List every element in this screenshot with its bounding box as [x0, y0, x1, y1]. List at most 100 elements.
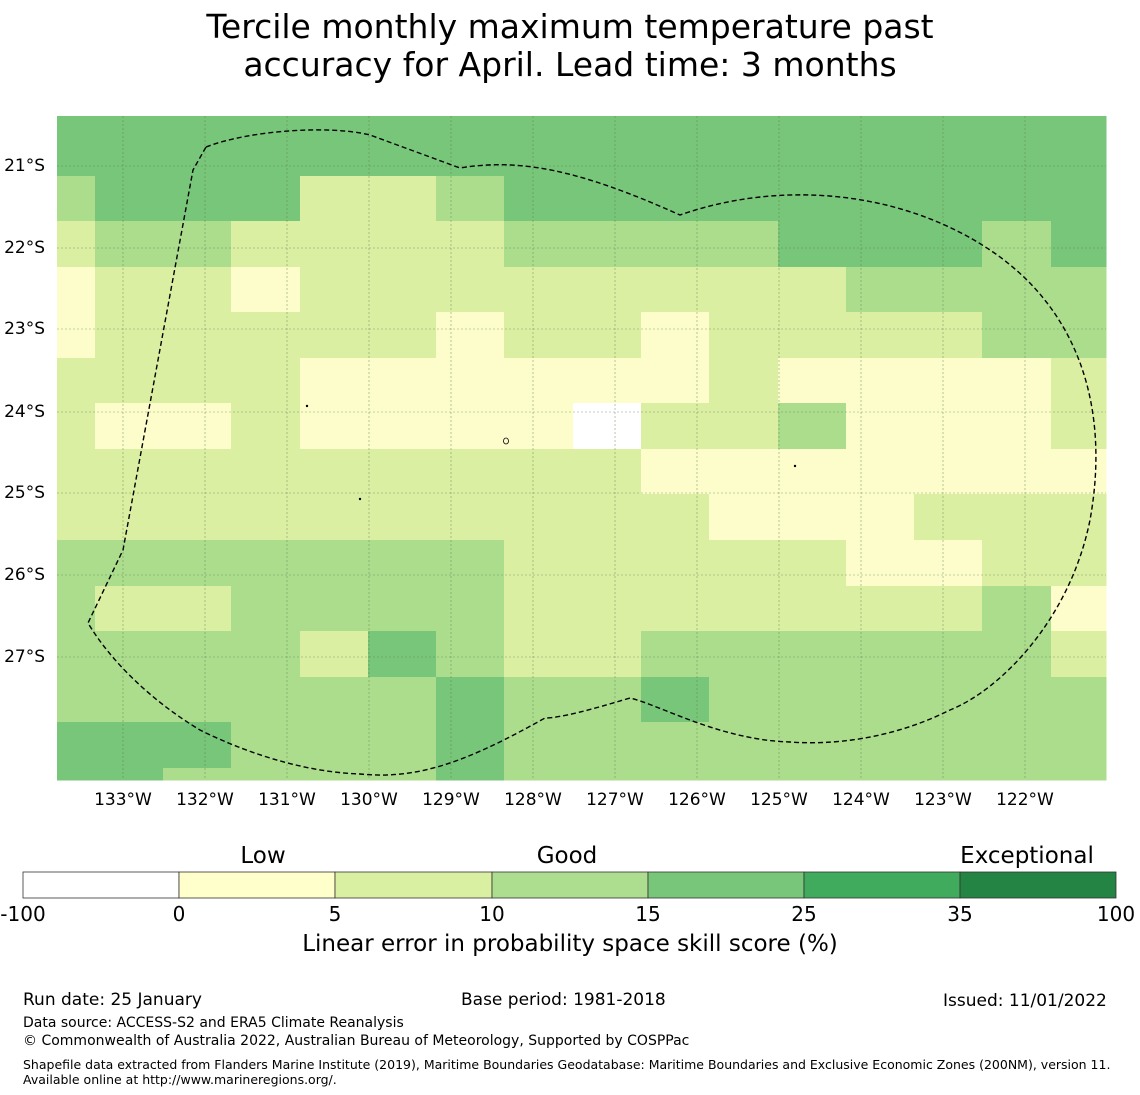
grid-cell: [846, 312, 915, 359]
lat-label: 26°S: [4, 565, 45, 585]
grid-cell: [95, 722, 164, 769]
grid-cell: [846, 267, 915, 313]
grid-cell: [914, 631, 983, 678]
grid-cell: [163, 631, 232, 678]
grid-cell: [57, 267, 96, 313]
title-line-1: Tercile monthly maximum temperature past: [206, 7, 934, 46]
issued-date: Issued: 11/01/2022: [943, 991, 1107, 1011]
grid-cell: [300, 312, 369, 359]
grid-cell: [982, 540, 1052, 587]
grid-cell: [504, 494, 574, 541]
colorbar-tick: 35: [947, 902, 972, 926]
latitude-labels: 21°S 22°S 23°S 24°S 25°S 26°S 27°S: [4, 156, 45, 667]
grid-cell: [1051, 312, 1107, 359]
grid-cell: [1051, 586, 1107, 632]
grid-cell: [778, 494, 847, 541]
grid-cell: [231, 768, 301, 781]
grid-cell: [573, 116, 642, 177]
grid-cell: [846, 449, 915, 495]
colorbar-tick: 5: [329, 902, 342, 926]
lon-label: 127°W: [586, 790, 644, 810]
grid-cell: [573, 722, 642, 769]
grid-cell: [846, 722, 915, 769]
category-label-good: Good: [536, 843, 598, 869]
grid-cell: [641, 176, 710, 222]
grid-cell: [573, 267, 642, 313]
grid-cell: [573, 586, 642, 632]
grid-cell: [231, 221, 301, 268]
grid-cell: [163, 722, 232, 769]
grid-cell: [846, 358, 915, 404]
lat-label: 21°S: [4, 156, 45, 176]
grid-cell: [368, 540, 437, 587]
shapefile-credit: Shapefile data extracted from Flanders M…: [23, 1057, 1111, 1087]
grid-cell: [846, 768, 915, 781]
grid-cell: [231, 358, 301, 404]
grid-cell: [57, 221, 96, 268]
grid-cell: [573, 403, 642, 450]
colorbar-tick: 10: [479, 902, 504, 926]
grid-cell: [57, 631, 96, 678]
grid-cell: [368, 403, 437, 450]
grid-cell: [778, 768, 847, 781]
grid-cell: [709, 586, 779, 632]
colorbar-swatch: [22, 871, 180, 899]
lat-label: 25°S: [4, 483, 45, 503]
grid-cell: [641, 540, 710, 587]
data-source: Data source: ACCESS-S2 and ERA5 Climate …: [23, 1015, 404, 1031]
grid-cell: [709, 631, 779, 678]
grid-cell: [163, 540, 232, 587]
grid-cell: [57, 449, 96, 495]
grid-cell: [1051, 494, 1107, 541]
grid-cell: [709, 116, 779, 177]
grid-cell: [1051, 176, 1107, 222]
grid-cell: [709, 312, 779, 359]
grid-cell: [778, 312, 847, 359]
grid-cell: [95, 116, 164, 177]
colorbar-swatch: [959, 871, 1117, 899]
grid-cell: [573, 631, 642, 678]
grid-cell: [709, 677, 779, 723]
grid-cell: [95, 358, 164, 404]
grid-cell: [231, 116, 301, 177]
grid-cell: [641, 221, 710, 268]
grid-cell: [1051, 631, 1107, 678]
colorbar: -100 0 5 10 15 25 35 100: [0, 871, 1135, 926]
run-date: Run date: 25 January: [23, 990, 202, 1010]
grid-cell: [778, 722, 847, 769]
grid-cell: [914, 722, 983, 769]
lat-label: 24°S: [4, 402, 45, 422]
grid-cell: [163, 358, 232, 404]
island-marker: [793, 464, 797, 468]
grid-cell: [1051, 677, 1107, 723]
grid-cell: [778, 358, 847, 404]
grid-cell: [436, 449, 505, 495]
grid-cell: [57, 586, 96, 632]
grid-cell: [1051, 221, 1107, 268]
grid-cell: [368, 176, 437, 222]
grid-cell: [982, 631, 1052, 678]
grid-cell: [778, 176, 847, 222]
grid-cell: [504, 631, 574, 678]
grid-cell: [982, 494, 1052, 541]
grid-cell: [709, 449, 779, 495]
island-markers: [305, 404, 797, 501]
lon-label: 124°W: [832, 790, 890, 810]
grid-cell: [95, 267, 164, 313]
colorbar-tick: 0: [173, 902, 186, 926]
grid-cell: [982, 586, 1052, 632]
grid-cell: [914, 267, 983, 313]
grid-cell: [914, 221, 983, 268]
grid-cell: [436, 176, 505, 222]
grid-cell: [436, 267, 505, 313]
grid-cell: [368, 586, 437, 632]
grid-cell: [163, 221, 232, 268]
lon-label: 128°W: [504, 790, 562, 810]
grid-cell: [231, 631, 301, 678]
grid-cell: [846, 221, 915, 268]
grid-cell: [573, 677, 642, 723]
grid-cell: [846, 403, 915, 450]
colorbar-swatches: [22, 871, 1117, 899]
grid-cell: [982, 722, 1052, 769]
grid-cell: [57, 116, 96, 177]
